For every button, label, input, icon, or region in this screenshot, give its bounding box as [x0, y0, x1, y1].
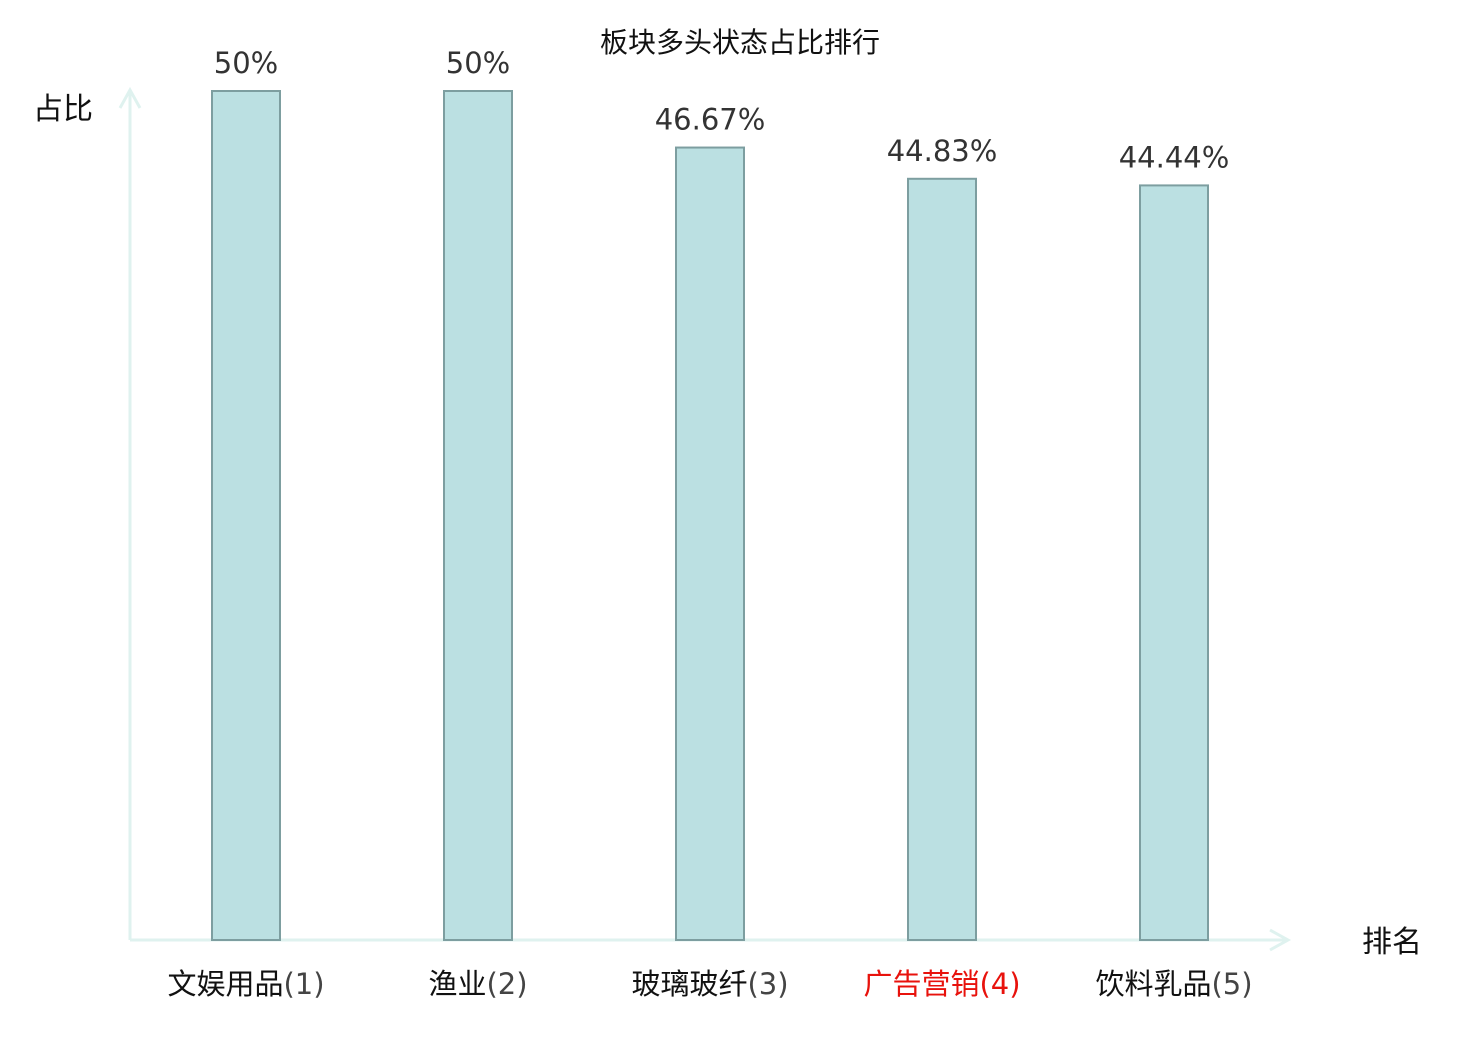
y-axis-label: 占比 [33, 92, 93, 127]
category-name: 广告营销 [863, 967, 979, 1001]
bar-value-label: 50% [214, 46, 278, 80]
category-rank: (4) [979, 967, 1020, 1001]
category-name: 文娱用品 [167, 967, 283, 1001]
category-rank: (2) [486, 967, 527, 1001]
x-axis-arrow-icon [1269, 928, 1292, 952]
bar [443, 90, 513, 941]
category-name: 玻璃玻纤 [631, 967, 747, 1001]
x-axis-label: 排名 [1362, 925, 1422, 960]
category-name: 渔业 [428, 967, 486, 1001]
x-tick-label: 玻璃玻纤(3) [631, 967, 788, 1001]
chart-title: 板块多头状态占比排行 [600, 26, 880, 59]
bar-value-label: 44.83% [887, 134, 998, 168]
category-rank: (3) [747, 967, 788, 1001]
bar [211, 90, 281, 941]
category-rank: (1) [283, 967, 324, 1001]
x-tick-label: 饮料乳品(5) [1095, 967, 1252, 1001]
bar [1139, 184, 1209, 941]
bar-value-label: 44.44% [1119, 140, 1230, 174]
x-tick-label: 文娱用品(1) [167, 967, 324, 1001]
y-axis-arrow-icon [118, 86, 142, 109]
bar [675, 146, 745, 941]
bar-value-label: 50% [446, 46, 510, 80]
category-labels: 文娱用品(1) 渔业(2) 玻璃玻纤(3) 广告营销(4) 饮料乳品(5) [167, 967, 1252, 1001]
x-tick-label: 渔业(2) [428, 967, 527, 1001]
bars [211, 90, 1209, 941]
bar-value-label: 46.67% [655, 103, 766, 137]
bar [907, 177, 977, 941]
category-rank: (5) [1211, 967, 1252, 1001]
category-name: 饮料乳品 [1095, 967, 1211, 1001]
value-labels: 50% 50% 46.67% 44.83% 44.44% [214, 46, 1230, 174]
x-tick-label: 广告营销(4) [863, 967, 1020, 1001]
